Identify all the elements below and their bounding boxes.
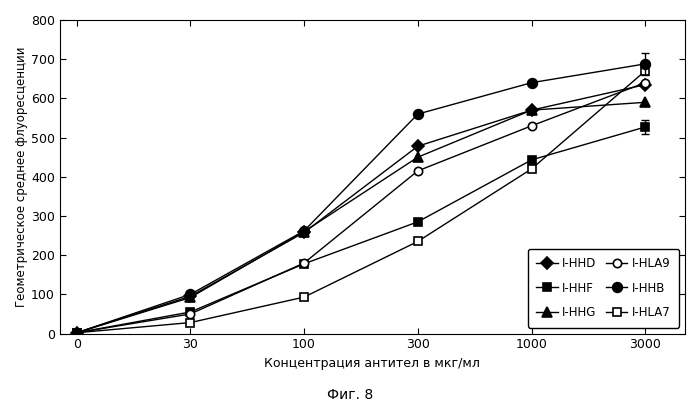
I-HHB: [641, 61, 650, 66]
I-HLA7: [641, 69, 650, 73]
I-HHF: [641, 125, 650, 130]
I-HHG: [186, 295, 195, 300]
I-HHF: [73, 330, 81, 335]
I-HHD: [300, 230, 308, 235]
I-HHG: [300, 229, 308, 234]
I-HLA7: [186, 320, 195, 325]
I-HLA9: [641, 80, 650, 85]
I-HHG: [641, 100, 650, 105]
I-HHB: [527, 80, 536, 85]
I-HHG: [527, 108, 536, 113]
I-HHB: [186, 292, 195, 297]
I-HLA9: [414, 168, 422, 173]
I-HHD: [186, 294, 195, 299]
I-HHB: [414, 111, 422, 116]
I-HLA7: [73, 330, 81, 335]
I-HHF: [414, 219, 422, 224]
I-HHF: [527, 158, 536, 162]
I-HHB: [73, 330, 81, 335]
X-axis label: Концентрация антител в мкг/мл: Концентрация антител в мкг/мл: [265, 357, 480, 370]
Line: I-HHB: I-HHB: [72, 59, 650, 338]
I-HLA7: [300, 295, 308, 300]
Text: Фиг. 8: Фиг. 8: [327, 388, 373, 401]
Line: I-HHD: I-HHD: [73, 81, 650, 337]
Line: I-HLA9: I-HLA9: [73, 79, 650, 337]
I-HHF: [186, 310, 195, 314]
Line: I-HHG: I-HHG: [72, 97, 650, 338]
I-HHG: [73, 330, 81, 335]
I-HHD: [641, 82, 650, 87]
I-HHD: [414, 144, 422, 149]
Y-axis label: Геометрическое среднее флуоресценции: Геометрическое среднее флуоресценции: [15, 47, 28, 307]
I-HLA7: [414, 239, 422, 244]
I-HHG: [414, 155, 422, 160]
I-HHD: [527, 108, 536, 113]
I-HLA9: [527, 124, 536, 128]
I-HLA9: [186, 312, 195, 316]
Line: I-HHF: I-HHF: [73, 123, 650, 337]
I-HLA9: [300, 261, 308, 265]
Line: I-HLA7: I-HLA7: [73, 67, 650, 337]
I-HHB: [300, 229, 308, 233]
I-HHF: [300, 261, 308, 266]
I-HLA7: [527, 166, 536, 171]
I-HLA9: [73, 330, 81, 335]
Legend: I-HHD, I-HHF, I-HHG, I-HLA9, I-HHB, I-HLA7: I-HHD, I-HHF, I-HHG, I-HLA9, I-HHB, I-HL…: [528, 249, 679, 328]
I-HHD: [73, 330, 81, 335]
